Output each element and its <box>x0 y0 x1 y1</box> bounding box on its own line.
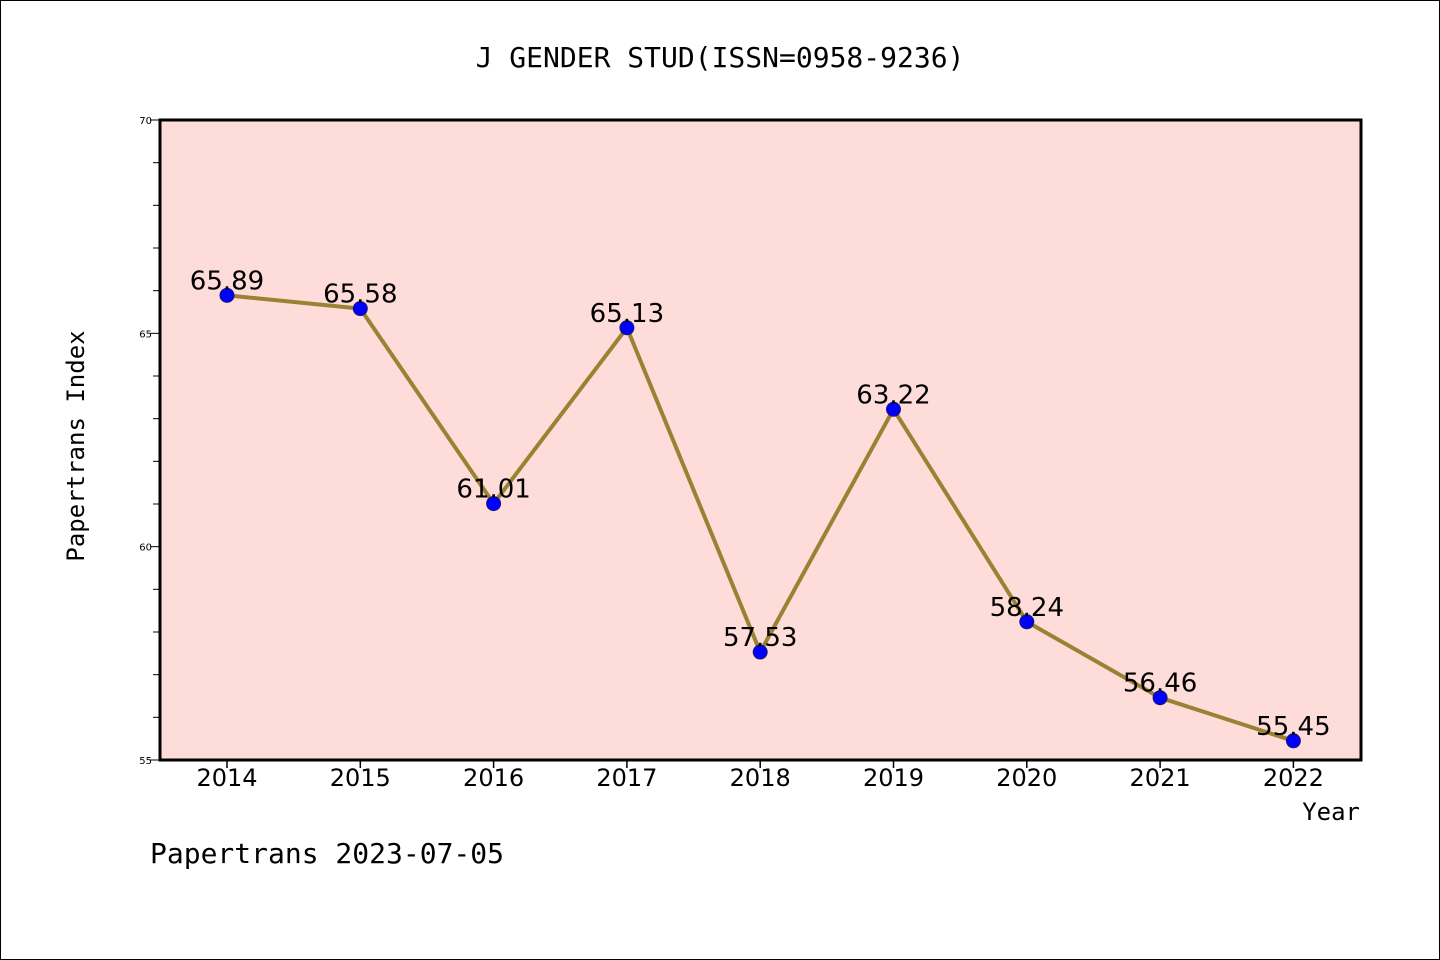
x-tick-label: 2019 <box>863 764 924 792</box>
y-tick-label: 65 <box>139 329 152 340</box>
data-label: 56.46 <box>1123 669 1197 699</box>
footer-text: Papertrans 2023-07-05 <box>150 837 504 870</box>
data-point <box>886 401 901 417</box>
data-label: 58.24 <box>990 593 1064 623</box>
data-point <box>219 287 235 303</box>
y-axis-label: Papertrans Index <box>62 330 90 561</box>
x-tick-label: 2014 <box>196 764 257 792</box>
data-point <box>1152 690 1168 706</box>
chart-title: J GENDER STUD(ISSN=0958-9236) <box>476 41 965 74</box>
y-tick-label: 55 <box>139 756 152 767</box>
plot-border <box>158 118 1363 762</box>
y-axis: 55 60 65 70 <box>139 116 160 767</box>
plot-area <box>160 120 1361 760</box>
x-tick-label: 2017 <box>596 764 657 792</box>
data-point <box>752 644 768 660</box>
data-point <box>1019 614 1035 630</box>
x-tick-label: 2016 <box>463 764 524 792</box>
data-label: 65.13 <box>590 299 664 329</box>
y-tick-label: 70 <box>139 116 152 127</box>
x-tick-label: 2020 <box>996 764 1057 792</box>
data-label: 65.89 <box>190 266 264 296</box>
data-point <box>1285 733 1301 749</box>
data-label: 55.45 <box>1256 712 1330 742</box>
x-tick-label: 2015 <box>330 764 391 792</box>
data-label: 61.01 <box>456 475 530 505</box>
data-point <box>352 301 368 317</box>
data-point <box>619 320 635 336</box>
y-tick-label: 60 <box>139 543 152 554</box>
series-markers <box>219 287 1301 749</box>
data-label: 65.58 <box>323 280 397 310</box>
data-label: 63.22 <box>856 380 930 410</box>
data-label: 57.53 <box>723 623 797 653</box>
x-tick-label: 2018 <box>730 764 791 792</box>
data-point <box>486 496 502 512</box>
x-tick-label: 2022 <box>1263 764 1324 792</box>
x-tick-label: 2021 <box>1130 764 1191 792</box>
x-axis-label: Year <box>1302 798 1360 826</box>
x-axis: 2014 2015 2016 2017 2018 2019 2020 2021 2022 <box>196 760 1324 792</box>
data-labels: 65.89 65.58 61.01 65.13 57.53 63.22 58.24 56.46… <box>190 266 1331 741</box>
